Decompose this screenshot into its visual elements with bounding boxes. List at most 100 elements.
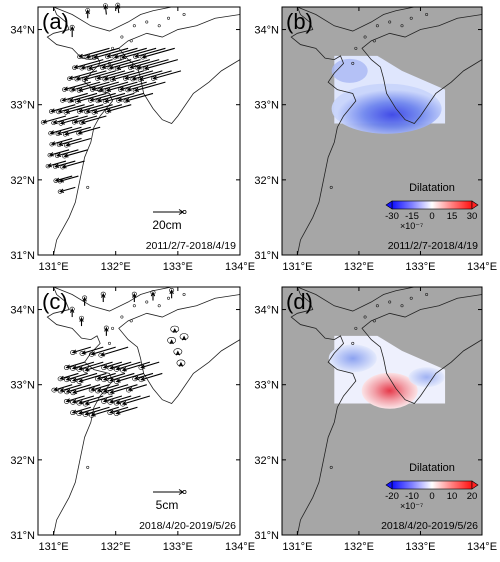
displacement-arrow	[104, 70, 135, 80]
error-ellipse	[91, 110, 97, 115]
displacement-arrow	[72, 361, 95, 369]
error-ellipse	[98, 352, 104, 358]
arrow-head	[113, 54, 119, 59]
lon-tick-label: 132°E	[344, 261, 374, 273]
displacement-arrow	[128, 384, 147, 391]
island	[182, 293, 186, 297]
lat-tick-label: 32°N	[10, 455, 35, 467]
error-ellipse	[86, 66, 92, 71]
island	[388, 20, 392, 24]
error-ellipse	[67, 98, 73, 104]
arrow-head	[54, 177, 60, 182]
arrow-head	[42, 119, 48, 124]
arrow-head	[61, 97, 67, 102]
displacement-arrow	[66, 395, 85, 402]
island	[182, 13, 186, 17]
island	[120, 315, 124, 319]
displacement-arrow	[125, 70, 154, 80]
displacement-arrow	[125, 92, 154, 102]
displacement-arrow	[60, 384, 82, 392]
error-ellipse	[119, 55, 125, 60]
error-ellipse	[103, 325, 109, 331]
displacement-arrow	[43, 115, 67, 123]
arrow-head	[119, 86, 125, 91]
arrow-head	[101, 292, 106, 298]
displacement-arrow	[104, 92, 135, 103]
contraction-zone	[331, 58, 368, 83]
island	[372, 39, 376, 43]
error-ellipse	[49, 142, 55, 147]
displacement-arrow	[122, 395, 151, 405]
displacement-arrow	[127, 81, 157, 91]
displacement-arrow	[51, 104, 76, 112]
error-ellipse	[120, 401, 126, 407]
displacement-arrow	[78, 81, 110, 92]
arrow-head	[126, 87, 132, 92]
map-frame	[37, 286, 241, 536]
displacement-arrow	[66, 384, 91, 393]
displacement-arrow	[60, 115, 88, 125]
lon-tick-label: 133°E	[405, 261, 435, 273]
arrow-head	[92, 109, 98, 114]
displacement-arrow	[60, 372, 79, 380]
error-ellipse	[67, 76, 72, 81]
error-ellipse	[85, 8, 91, 13]
error-ellipse	[76, 131, 81, 136]
error-ellipse	[102, 99, 108, 104]
coastline-shikoku	[361, 294, 483, 404]
arrow-head	[129, 64, 135, 69]
displacement-arrow	[97, 372, 116, 380]
displacement-arrow	[79, 47, 110, 58]
error-ellipse	[173, 348, 183, 356]
displacement-arrow	[59, 175, 79, 182]
lon-tick-label: 132°E	[101, 541, 131, 553]
error-ellipse	[138, 377, 145, 383]
displacement-arrow	[74, 59, 104, 69]
panel-b-dilatation-map: Dilatation -30 -15 0 15 30 ×10⁻⁷ 2011/2/7-2018/…	[254, 6, 497, 273]
arrow-head	[104, 98, 110, 103]
arrow-head	[106, 108, 112, 113]
displacement-arrow	[79, 395, 104, 404]
island	[329, 185, 333, 189]
displacement-arrow	[65, 104, 95, 114]
arrow-head	[54, 163, 60, 168]
error-ellipse	[97, 87, 103, 93]
arrow-head	[69, 25, 75, 31]
coastline-shikoku	[361, 14, 483, 124]
colorbar-tick-label: 30	[467, 211, 478, 222]
arrow-head	[59, 120, 65, 125]
error-ellipse	[179, 333, 189, 341]
displacement-arrow	[64, 149, 88, 157]
arrow-head	[178, 361, 184, 367]
displacement-arrow	[103, 361, 123, 369]
error-ellipse	[69, 306, 75, 312]
error-ellipse	[63, 365, 70, 370]
displacement-arrow	[106, 81, 138, 92]
colorbar-exponent: ×10⁻⁷	[400, 221, 423, 231]
error-ellipse	[84, 109, 89, 115]
lon-tick-label: 133°E	[405, 541, 435, 553]
arrow-head	[61, 164, 67, 169]
island	[425, 13, 429, 17]
error-ellipse	[107, 366, 113, 371]
arrow-head	[58, 141, 64, 146]
error-ellipse	[63, 398, 70, 404]
error-ellipse	[150, 290, 156, 295]
error-ellipse	[60, 98, 65, 103]
island	[351, 341, 355, 345]
arrow-head	[64, 131, 70, 136]
lat-tick-label: 32°N	[10, 175, 35, 187]
displacement-arrow	[69, 92, 98, 102]
displacement-arrow	[116, 361, 141, 370]
displacement-arrow	[111, 70, 144, 81]
scale-label: 5cm	[156, 498, 179, 512]
displacement-arrow	[122, 361, 151, 371]
displacement-arrow	[97, 92, 126, 102]
arrow-head	[58, 178, 65, 183]
arrow-head	[56, 130, 62, 136]
island	[132, 304, 136, 308]
lat-tick-label: 31°N	[254, 530, 279, 542]
arrow-head	[48, 152, 54, 157]
lon-tick-label: 131°E	[282, 261, 312, 273]
error-ellipse	[48, 109, 54, 114]
